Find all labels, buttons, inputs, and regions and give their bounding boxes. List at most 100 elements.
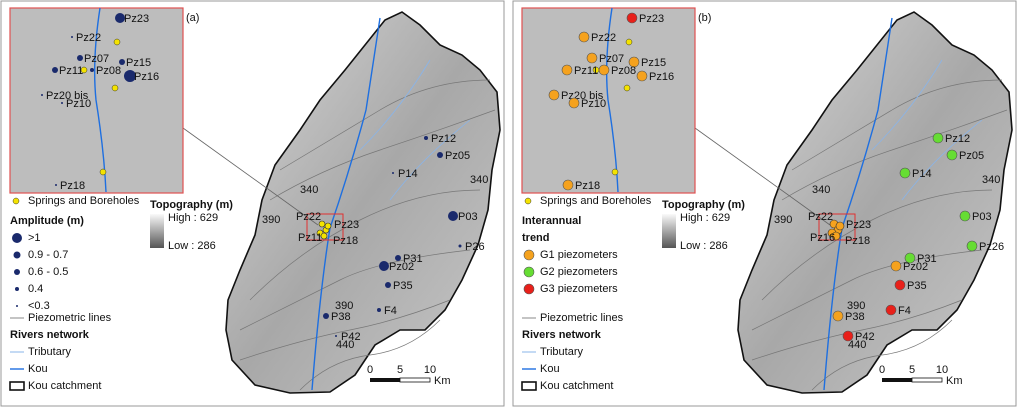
scale-bar xyxy=(370,378,400,382)
point-label: Pz23 xyxy=(334,219,359,231)
inset-piezometer xyxy=(562,179,574,191)
inset-piezometer xyxy=(41,94,43,96)
point-label: P38 xyxy=(331,311,351,323)
piezometer xyxy=(946,149,958,161)
cluster-point xyxy=(324,222,332,230)
piezometer xyxy=(842,330,854,342)
point-label: P31 xyxy=(403,253,423,265)
piezometer xyxy=(885,304,897,316)
inset-piezometer xyxy=(561,64,573,76)
zoom-box xyxy=(306,213,344,241)
piezometer xyxy=(832,310,844,322)
point-label: Pz23 xyxy=(846,219,871,231)
scale-tick: 5 xyxy=(397,364,403,376)
inset-label: Pz07 xyxy=(84,53,109,65)
legend-text: Piezometric lines xyxy=(28,312,112,324)
piezometric-line xyxy=(299,319,441,391)
inset-label: Pz20 bis xyxy=(46,90,89,102)
piezometric-line xyxy=(811,319,953,391)
point-label: Pz12 xyxy=(945,133,970,145)
inset-river xyxy=(605,7,619,193)
legend-spring xyxy=(524,197,532,205)
point-label: P42 xyxy=(855,331,875,343)
inset-piezometer xyxy=(124,70,136,82)
catchment xyxy=(737,11,1013,394)
point-label: P38 xyxy=(845,311,865,323)
inset-piezometer xyxy=(77,55,83,61)
inset-piezometer xyxy=(55,184,57,186)
piezometer xyxy=(458,244,462,248)
piezometric-line xyxy=(791,79,1003,171)
piezometer xyxy=(899,167,911,179)
piezometer xyxy=(377,308,381,312)
scale-bar xyxy=(399,377,431,383)
cluster-point xyxy=(831,231,841,241)
legend-text: 0.6 - 0.5 xyxy=(28,266,68,278)
topo-low: Low : 286 xyxy=(680,240,728,252)
inset-piezometer xyxy=(568,97,580,109)
contour-label: 440 xyxy=(336,339,354,351)
point-label: P03 xyxy=(972,211,992,223)
tributary xyxy=(871,59,983,201)
inset-label: Pz22 xyxy=(591,32,616,44)
inset-label: Pz10 xyxy=(66,98,91,110)
panel-label: (a) xyxy=(186,12,199,24)
inset-label: Pz22 xyxy=(76,32,101,44)
scale-bar xyxy=(882,378,912,382)
legend-text: Tributary xyxy=(28,346,71,358)
legend-title: Interannual xyxy=(522,215,581,227)
spring xyxy=(611,168,619,176)
point-label: F4 xyxy=(384,305,397,317)
contour-label: 390 xyxy=(335,300,353,312)
legend-title: trend xyxy=(522,232,550,244)
inset-label: Pz10 xyxy=(581,98,606,110)
legend-text: 0.4 xyxy=(28,283,43,295)
scale-tick: 0 xyxy=(879,364,885,376)
point-label: Pz11 xyxy=(298,232,322,244)
legend-box xyxy=(521,381,537,391)
scale-bar xyxy=(911,377,943,383)
inset-label: Pz08 xyxy=(96,65,121,77)
spring xyxy=(623,84,631,92)
scale-unit: Km xyxy=(946,375,963,387)
point-label: Pz22 xyxy=(296,211,321,223)
point-label: P14 xyxy=(398,168,418,180)
legend-title: Rivers network xyxy=(10,329,90,341)
inset-label: Pz23 xyxy=(639,13,664,25)
piezometric-line xyxy=(239,299,451,361)
inset-label: Pz18 xyxy=(575,180,600,192)
spring xyxy=(99,168,107,176)
spring xyxy=(625,38,633,46)
piezometric-line xyxy=(751,299,963,361)
legend-text: Springs and Boreholes xyxy=(28,195,140,207)
inset-piezometer xyxy=(628,56,640,68)
point-label: F4 xyxy=(898,305,911,317)
scale-tick: 0 xyxy=(367,364,373,376)
river-kou xyxy=(311,17,381,391)
legend-symbol xyxy=(14,269,20,275)
legend-text: >1 xyxy=(28,232,41,244)
inset-piezometer xyxy=(119,59,125,65)
topo-ramp xyxy=(150,214,164,248)
cluster-point xyxy=(835,221,845,231)
inset-label: Pz15 xyxy=(126,57,151,69)
point-label: P14 xyxy=(912,168,932,180)
piezometer xyxy=(424,136,428,140)
point-label: Pz02 xyxy=(389,261,414,273)
panel: 340 340 390 390 440 Pz12 Pz05 P14 P03 Pz26 P31Pz02… xyxy=(512,0,1017,407)
inset-piezometer xyxy=(598,64,610,76)
legend-text: Kou catchment xyxy=(540,380,613,392)
piezometer xyxy=(894,279,906,291)
point-label: P42 xyxy=(341,331,361,343)
inset-label: Pz16 xyxy=(649,71,674,83)
inset-label: Pz18 xyxy=(60,180,85,192)
inset-piezometer xyxy=(586,52,598,64)
spring xyxy=(111,84,119,92)
piezometer xyxy=(448,211,458,221)
inset-piezometer xyxy=(636,70,648,82)
piezometric-line xyxy=(249,189,481,301)
point-label: Pz12 xyxy=(431,133,456,145)
point-label: P35 xyxy=(393,280,413,292)
contour-label: 390 xyxy=(847,300,865,312)
point-label: Pz18 xyxy=(845,235,870,247)
